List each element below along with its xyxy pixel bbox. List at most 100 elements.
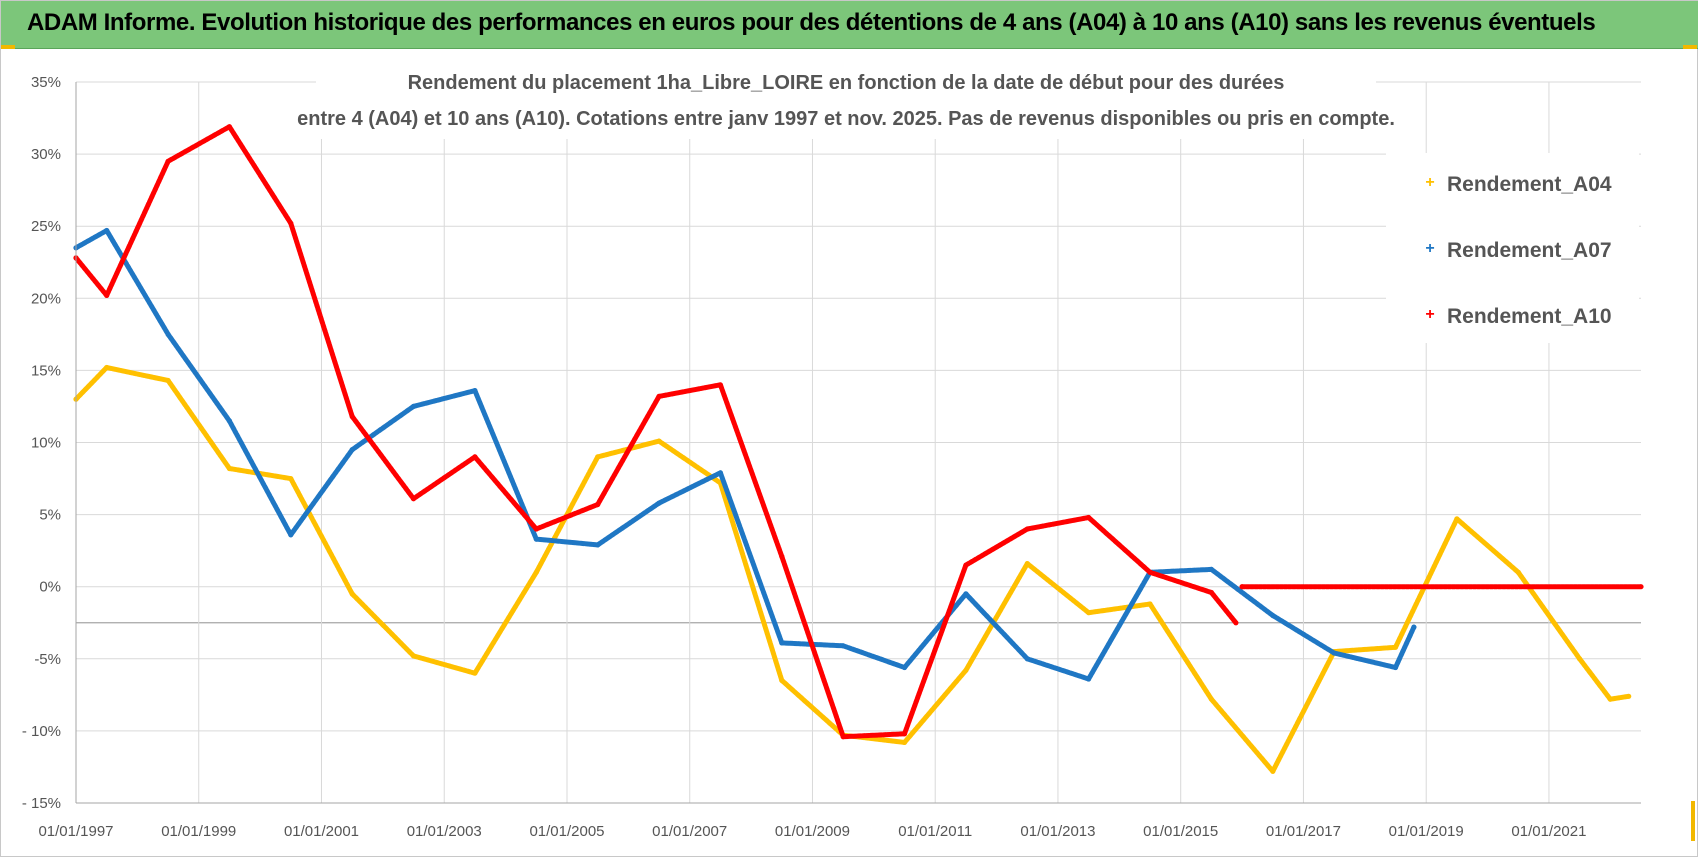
x-tick-label-12: 01/01/2021 [1511, 823, 1586, 840]
chart-title-line-1: Rendement du placement 1ha_Libre_LOIRE e… [408, 72, 1285, 94]
banner-title: ADAM Informe. Evolution historique des p… [27, 9, 1596, 36]
series-line-rendement-a04-point-22 [1392, 644, 1399, 650]
chart-title-background [316, 61, 1376, 139]
y-tick-label-1: 30% [31, 146, 61, 163]
series-line-rendement-a04-point-3 [226, 465, 232, 472]
y-tick-label-10: - 15% [22, 795, 61, 812]
series-line-rendement-a07-point-20 [1270, 612, 1276, 619]
series-line-rendement-a10-point-20 [1233, 620, 1239, 626]
series-line-rendement-a07-point-19 [1208, 566, 1214, 573]
series-line-rendement-a10-point-8 [533, 526, 539, 532]
series-line-rendement-a07-point-1 [104, 227, 110, 234]
series-line-rendement-a04-point-7 [472, 670, 478, 676]
series-line-rendement-a10-point-1 [104, 292, 110, 298]
series-line-rendement-a10-point-16 [1024, 526, 1030, 532]
series-line-rendement-a07-point-15 [963, 591, 969, 597]
series-line-rendement-a07-point-21 [1331, 650, 1337, 656]
series-line-rendement-a07-point-16 [1024, 656, 1030, 662]
series-line-rendement-a04-point-24 [1515, 569, 1521, 575]
y-tick-label-7: 0% [39, 579, 61, 596]
series-line-rendement-a04 [73, 365, 1632, 774]
series-line-rendement-a04-point-16 [1024, 561, 1030, 567]
series-line-a10-flat-point-0 [1239, 584, 1245, 590]
series-line-rendement-a10-point-19 [1208, 589, 1214, 596]
series-line-rendement-a07 [73, 228, 1417, 682]
series-line-rendement-a07-point-17 [1086, 676, 1092, 682]
series-line-rendement-a10-point-10 [656, 393, 662, 399]
series-line-rendement-a04-point-15 [963, 667, 969, 673]
series-line-rendement-a07-point-11 [717, 470, 724, 476]
legend-background [1386, 153, 1639, 343]
series-line-rendement-a10-point-15 [963, 562, 969, 568]
x-tick-label-6: 01/01/2009 [775, 823, 850, 840]
series-line-rendement-a04-point-9 [595, 454, 601, 460]
series-line-rendement-a07-point-23 [1411, 624, 1417, 630]
series-line-rendement-a04-point-10 [656, 438, 662, 444]
corner-mark-bottom-right [1691, 801, 1695, 841]
chart-title-line-2: entre 4 (A04) et 10 ans (A10). Cotations… [297, 108, 1395, 130]
series-line-rendement-a07-point-22 [1392, 664, 1399, 671]
series-line-rendement-a04-point-14 [901, 739, 908, 746]
series-line-rendement-a10-point-2 [165, 158, 171, 164]
x-tick-label-4: 01/01/2005 [529, 823, 604, 840]
y-tick-label-0: 35% [31, 74, 61, 91]
series-line-rendement-a07-point-14 [901, 664, 908, 671]
series-line-rendement-a10-point-6 [410, 496, 417, 502]
series-line-rendement-a10-point-12 [779, 553, 785, 560]
legend-marker-rendement-a10: + [1425, 306, 1434, 323]
legend-label-rendement-a04: Rendement_A04 [1447, 173, 1612, 196]
legend-label-rendement-a10: Rendement_A10 [1447, 305, 1612, 328]
x-tick-label-7: 01/01/2011 [898, 823, 972, 840]
y-tick-label-2: 25% [31, 218, 61, 235]
series-line-rendement-a04-point-27 [1626, 693, 1632, 699]
x-tick-label-11: 01/01/2019 [1389, 823, 1464, 840]
series-line-rendement-a07-point-5 [349, 447, 355, 453]
corner-mark-top-left [1, 45, 15, 49]
series-line-rendement-a04-point-5 [349, 591, 355, 597]
x-tick-label-3: 01/01/2003 [407, 823, 482, 840]
legend-marker-rendement-a04: + [1425, 174, 1434, 191]
legend-label-rendement-a07: Rendement_A07 [1447, 239, 1612, 262]
series-line-rendement-a04-point-17 [1086, 610, 1092, 616]
legend-marker-rendement-a07: + [1425, 240, 1434, 257]
series-line-rendement-a07-point-4 [288, 532, 294, 538]
title-banner: ADAM Informe. Evolution historique des p… [1, 1, 1698, 49]
x-tick-label-9: 01/01/2015 [1143, 823, 1218, 840]
x-tick-label-10: 01/01/2017 [1266, 823, 1341, 840]
series-line-rendement-a10-point-17 [1086, 514, 1092, 521]
series-line-rendement-a04-point-19 [1208, 696, 1214, 702]
series-line-rendement-a04-point-25 [1577, 656, 1583, 662]
series-line-rendement-a07-point-2 [165, 331, 171, 337]
y-tick-label-3: 20% [31, 290, 61, 307]
series-line-rendement-a04-point-4 [288, 476, 294, 482]
series-line-rendement-a10-point-18 [1147, 569, 1153, 575]
series-line-rendement-a10-point-9 [595, 501, 601, 508]
series-line-rendement-a04-point-23 [1454, 516, 1460, 522]
series-line-rendement-a10-point-5 [349, 413, 355, 420]
series-line-rendement-a07-point-3 [226, 418, 232, 424]
y-tick-label-6: 5% [39, 507, 61, 524]
series-line-rendement-a07-point-8 [533, 536, 539, 542]
x-tick-label-0: 01/01/1997 [38, 823, 113, 840]
series-line-rendement-a10-point-11 [717, 382, 724, 388]
series-line-rendement-a04-point-20 [1270, 768, 1276, 774]
series-line-rendement-a10-point-14 [901, 731, 908, 737]
y-tick-label-4: 15% [31, 362, 61, 379]
axes: 35% 30% 25% 20% 15% 10% 5% 0% -5% - 10% - 15% 01/01… [22, 74, 1641, 840]
series-line-rendement-a04-point-6 [410, 653, 417, 659]
corner-mark-top-right [1683, 45, 1697, 49]
series-line-rendement-a07-point-10 [656, 500, 662, 506]
series-line-rendement-a04-point-1 [104, 364, 110, 371]
series-line-rendement-a04-point-26 [1607, 696, 1613, 702]
series-line-rendement-a04-point-2 [165, 377, 171, 384]
series-layer [73, 124, 1644, 774]
series-line-rendement-a04-point-12 [779, 677, 785, 684]
legend: + Rendement_A04 + Rendement_A07 + Rendement_A… [1386, 153, 1639, 343]
x-tick-label-2: 01/01/2001 [284, 823, 359, 840]
series-line-rendement-a10-point-13 [840, 734, 846, 740]
y-tick-label-5: 10% [31, 435, 61, 452]
series-line-a10-flat-point-1 [1638, 584, 1644, 590]
series-line-rendement-a07-point-9 [595, 542, 601, 548]
